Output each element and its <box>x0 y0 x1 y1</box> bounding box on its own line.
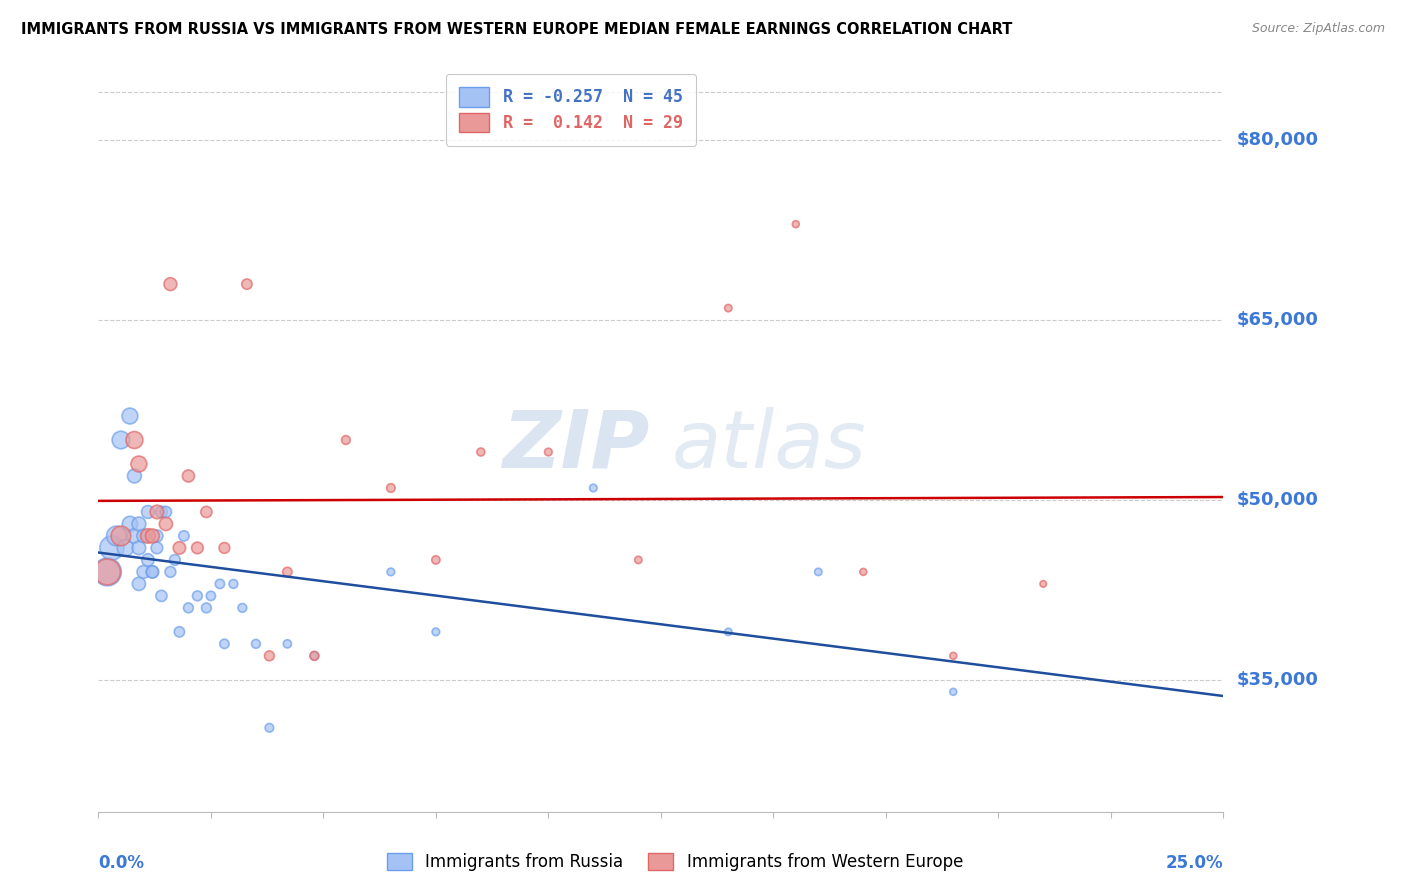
Point <box>380 565 402 579</box>
Point <box>195 600 218 615</box>
Text: atlas: atlas <box>672 407 868 485</box>
Point <box>200 589 222 603</box>
Point <box>132 529 155 543</box>
Text: $50,000: $50,000 <box>1237 491 1319 509</box>
Text: $80,000: $80,000 <box>1237 131 1319 149</box>
Point <box>128 541 150 555</box>
Point <box>136 553 159 567</box>
Point <box>169 624 191 639</box>
Point <box>245 637 267 651</box>
Point <box>128 457 150 471</box>
Point <box>150 589 173 603</box>
Point <box>276 565 298 579</box>
Point <box>259 721 281 735</box>
Point <box>425 624 447 639</box>
Point <box>150 505 173 519</box>
Point <box>114 541 136 555</box>
Point <box>128 577 150 591</box>
Legend: R = -0.257  N = 45, R =  0.142  N = 29: R = -0.257 N = 45, R = 0.142 N = 29 <box>446 74 696 145</box>
Point <box>128 516 150 531</box>
Point <box>105 529 128 543</box>
Point <box>717 301 740 315</box>
Point <box>177 600 200 615</box>
Point <box>96 565 118 579</box>
Text: ZIP: ZIP <box>502 407 650 485</box>
Point <box>259 648 281 663</box>
Point <box>195 505 218 519</box>
Point <box>141 565 163 579</box>
Point <box>146 541 169 555</box>
Point <box>186 589 208 603</box>
Point <box>942 685 965 699</box>
Point <box>380 481 402 495</box>
Point <box>124 469 146 483</box>
Point <box>807 565 830 579</box>
Text: $65,000: $65,000 <box>1237 311 1319 329</box>
Point <box>136 505 159 519</box>
Point <box>110 529 132 543</box>
Point <box>155 516 177 531</box>
Point <box>141 529 163 543</box>
Point <box>163 553 186 567</box>
Text: 0.0%: 0.0% <box>98 854 145 871</box>
Point <box>159 277 181 292</box>
Point <box>146 529 169 543</box>
Text: $35,000: $35,000 <box>1237 671 1319 689</box>
Point <box>222 577 245 591</box>
Point <box>118 516 141 531</box>
Point <box>214 541 236 555</box>
Point <box>155 505 177 519</box>
Point <box>208 577 231 591</box>
Point <box>159 565 181 579</box>
Point <box>627 553 650 567</box>
Point <box>304 648 326 663</box>
Text: 25.0%: 25.0% <box>1166 854 1223 871</box>
Point <box>124 529 146 543</box>
Point <box>236 277 259 292</box>
Text: Source: ZipAtlas.com: Source: ZipAtlas.com <box>1251 22 1385 36</box>
Point <box>276 637 298 651</box>
Point <box>852 565 875 579</box>
Point <box>231 600 253 615</box>
Point <box>1032 577 1054 591</box>
Point <box>470 445 492 459</box>
Point <box>214 637 236 651</box>
Point <box>717 624 740 639</box>
Text: IMMIGRANTS FROM RUSSIA VS IMMIGRANTS FROM WESTERN EUROPE MEDIAN FEMALE EARNINGS : IMMIGRANTS FROM RUSSIA VS IMMIGRANTS FRO… <box>21 22 1012 37</box>
Point <box>425 553 447 567</box>
Point <box>304 648 326 663</box>
Point <box>118 409 141 423</box>
Point <box>785 217 807 231</box>
Point <box>537 445 560 459</box>
Point <box>173 529 195 543</box>
Point <box>141 565 163 579</box>
Point <box>177 469 200 483</box>
Legend: Immigrants from Russia, Immigrants from Western Europe: Immigrants from Russia, Immigrants from … <box>378 845 972 880</box>
Point <box>96 565 118 579</box>
Point <box>110 433 132 447</box>
Point <box>146 505 169 519</box>
Point <box>582 481 605 495</box>
Point <box>169 541 191 555</box>
Point <box>136 529 159 543</box>
Point <box>101 541 124 555</box>
Point <box>335 433 357 447</box>
Point <box>124 433 146 447</box>
Point <box>186 541 208 555</box>
Point <box>132 565 155 579</box>
Point <box>942 648 965 663</box>
